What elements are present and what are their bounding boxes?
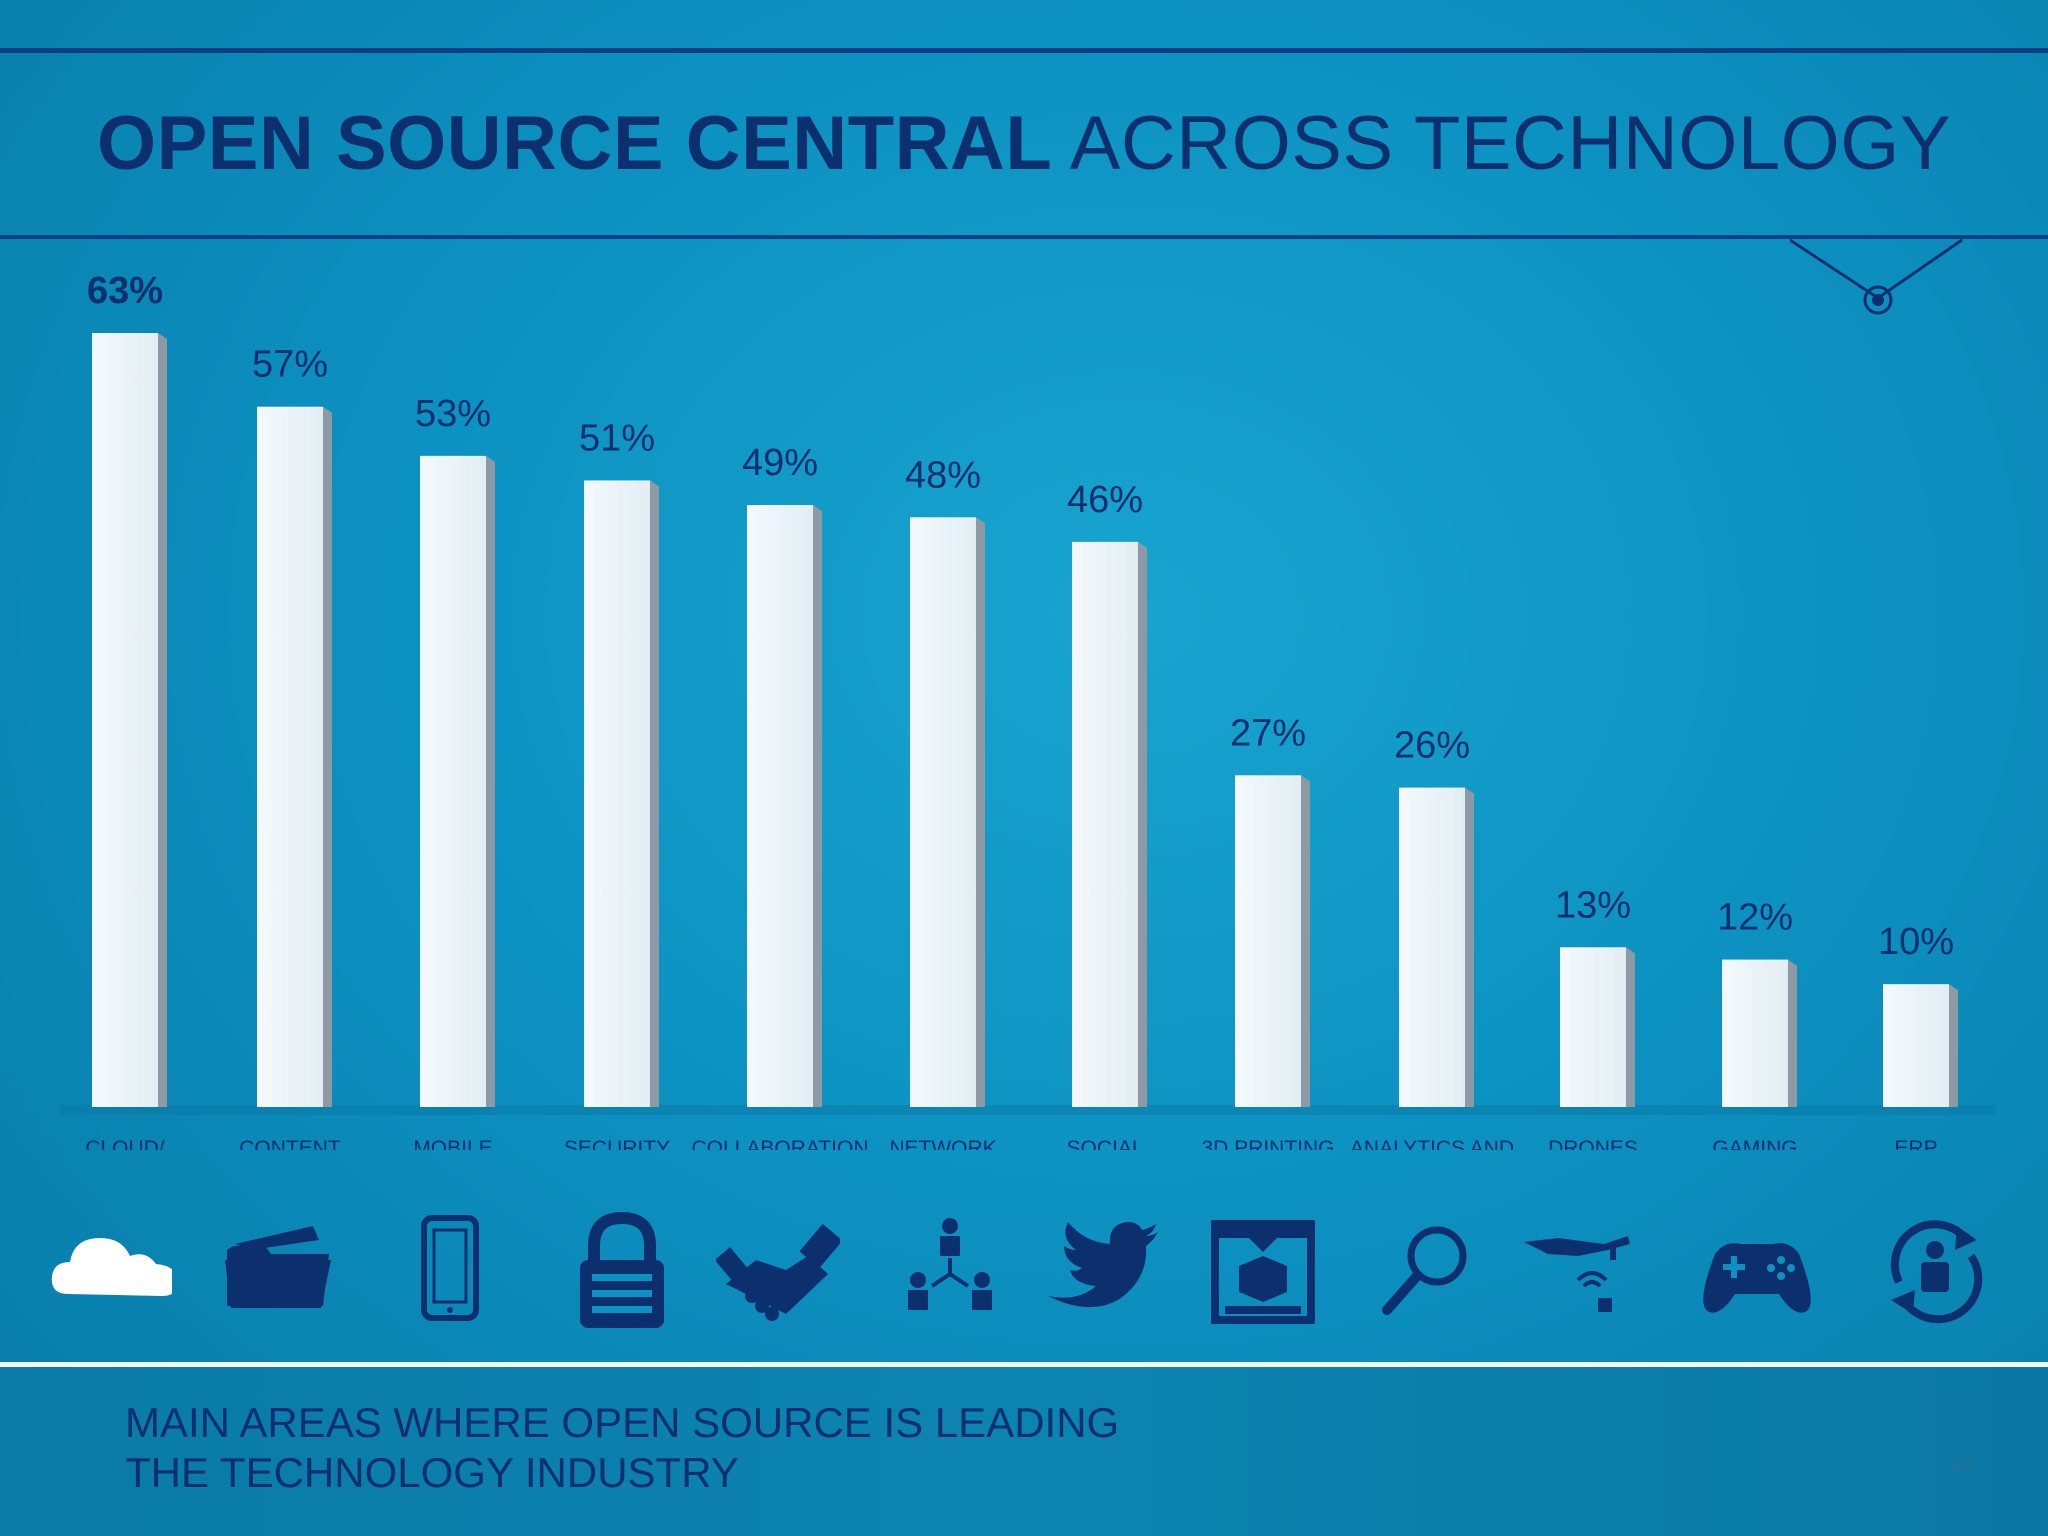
twitter-bird-icon <box>1038 1210 1162 1339</box>
category-label: CONTENT <box>239 1137 341 1150</box>
footer-caption: MAIN AREAS WHERE OPEN SOURCE IS LEADING … <box>125 1398 1325 1498</box>
bar-side <box>486 455 495 1107</box>
bar <box>420 455 486 1107</box>
bar-group <box>1883 984 1958 1107</box>
bar <box>1722 959 1788 1107</box>
bar <box>747 505 813 1107</box>
bar-chart: 63%CLOUD/VIRTUALIZATION57%CONTENTMGMT53%… <box>60 270 1995 1150</box>
data-label: 48% <box>905 454 981 496</box>
category-label: SECURITY <box>564 1137 670 1150</box>
smartphone-icon <box>388 1210 512 1339</box>
data-label: 26% <box>1394 725 1470 767</box>
category-label: GAMING <box>1712 1137 1797 1150</box>
bar <box>1560 947 1626 1107</box>
footer-band <box>0 1367 2048 1536</box>
title-normal: ACROSS TECHNOLOGY <box>1069 101 1952 186</box>
data-label: 12% <box>1717 897 1793 939</box>
bar-group <box>1722 959 1797 1107</box>
bar-group <box>584 480 659 1107</box>
footer-line-1: MAIN AREAS WHERE OPEN SOURCE IS LEADING <box>125 1399 1120 1446</box>
bar-side <box>1465 787 1474 1107</box>
data-label: 27% <box>1230 712 1306 754</box>
bar-group <box>257 406 332 1107</box>
category-label: NETWORK <box>889 1137 996 1150</box>
title-bold: OPEN SOURCE CENTRAL <box>96 101 1053 186</box>
bar <box>584 480 650 1107</box>
category-label: DRONES <box>1548 1137 1638 1150</box>
category-label: SOCIAL <box>1066 1137 1143 1150</box>
category-label: CLOUD/ <box>85 1137 165 1150</box>
bar-group <box>420 455 495 1107</box>
bar-side <box>158 333 167 1107</box>
bar <box>1883 984 1949 1107</box>
folder-icon <box>221 1210 345 1339</box>
page-title: OPEN SOURCE CENTRAL ACROSS TECHNOLOGY <box>0 100 2048 187</box>
bar-group <box>910 517 985 1107</box>
bar-side <box>813 505 822 1107</box>
bar-group <box>1235 775 1310 1107</box>
data-label: 63% <box>87 270 163 312</box>
erp-person-cycle-icon <box>1873 1210 1997 1339</box>
bar-side <box>650 480 659 1107</box>
category-label: ERP <box>1894 1137 1937 1150</box>
target-marker-icon <box>1790 238 1963 315</box>
bar <box>910 517 976 1107</box>
category-label: ANALYTICS AND <box>1350 1137 1514 1150</box>
bar-side <box>1949 984 1958 1107</box>
bar-group <box>1072 541 1147 1107</box>
bar <box>1399 787 1465 1107</box>
chart-baseline-shadow <box>60 1105 1995 1115</box>
bar <box>92 333 158 1107</box>
footer-line-2: THE TECHNOLOGY INDUSTRY <box>125 1449 739 1496</box>
cloud-icon <box>48 1210 178 1339</box>
bar <box>1235 775 1301 1107</box>
top-rule <box>0 48 2048 53</box>
data-label: 13% <box>1555 884 1631 926</box>
magnifier-icon <box>1365 1210 1489 1339</box>
network-people-icon <box>888 1210 1012 1339</box>
3d-printer-icon <box>1201 1210 1325 1339</box>
category-label: COLLABORATION <box>692 1137 869 1150</box>
bar-side <box>1626 947 1635 1107</box>
title-underline <box>0 235 2048 239</box>
gamepad-icon <box>1695 1210 1819 1339</box>
data-label: 53% <box>415 393 491 435</box>
bar-side <box>323 406 332 1107</box>
bar <box>257 406 323 1107</box>
bar-group <box>92 333 167 1107</box>
bar-side <box>1138 541 1147 1107</box>
data-label: 51% <box>579 417 655 459</box>
bar-group <box>1399 787 1474 1107</box>
padlock-icon <box>560 1210 684 1339</box>
data-label: 57% <box>252 344 328 386</box>
handshake-icon <box>714 1210 843 1339</box>
category-label: 3D PRINTING <box>1201 1137 1334 1150</box>
bar-group <box>747 505 822 1107</box>
data-label: 49% <box>742 442 818 484</box>
data-label: 10% <box>1878 921 1954 963</box>
drone-icon <box>1518 1210 1642 1339</box>
bar-side <box>976 517 985 1107</box>
bar-group <box>1560 947 1635 1107</box>
footer-divider <box>0 1362 2048 1367</box>
bar-side <box>1301 775 1310 1107</box>
category-label: MOBILE <box>413 1137 492 1150</box>
bar <box>1072 541 1138 1107</box>
bar-side <box>1788 959 1797 1107</box>
page-number: 42 <box>1950 1455 1973 1477</box>
data-label: 46% <box>1067 479 1143 521</box>
